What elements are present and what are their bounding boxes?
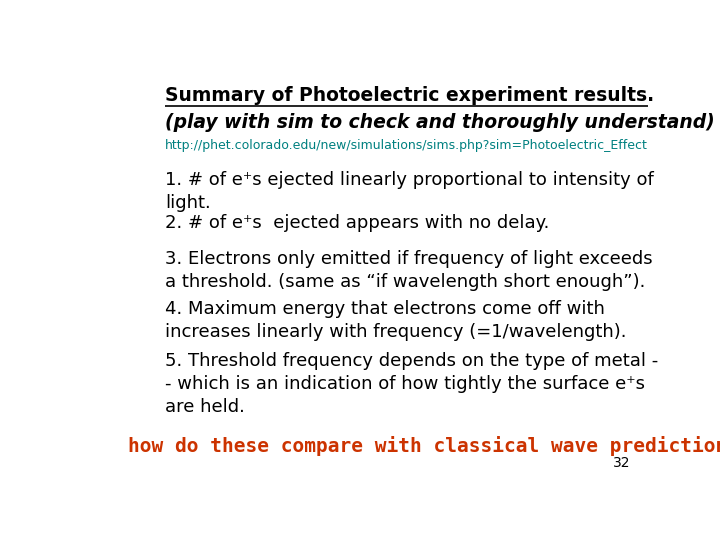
Text: 3. Electrons only emitted if frequency of light exceeds
a threshold. (same as “i: 3. Electrons only emitted if frequency o… bbox=[166, 250, 653, 291]
Text: (play with sim to check and thoroughly understand): (play with sim to check and thoroughly u… bbox=[166, 113, 715, 132]
Text: 5. Threshold frequency depends on the type of metal -
- which is an indication o: 5. Threshold frequency depends on the ty… bbox=[166, 352, 659, 415]
Text: 4. Maximum energy that electrons come off with
increases linearly with frequency: 4. Maximum energy that electrons come of… bbox=[166, 300, 627, 341]
Text: http://phet.colorado.edu/new/simulations/sims.php?sim=Photoelectric_Effect: http://phet.colorado.edu/new/simulations… bbox=[166, 139, 648, 152]
Text: 32: 32 bbox=[613, 456, 630, 470]
Text: 2. # of e⁺s  ejected appears with no delay.: 2. # of e⁺s ejected appears with no dela… bbox=[166, 214, 549, 232]
Text: Summary of Photoelectric experiment results.: Summary of Photoelectric experiment resu… bbox=[166, 85, 654, 105]
Text: 1. # of e⁺s ejected linearly proportional to intensity of
light.: 1. # of e⁺s ejected linearly proportiona… bbox=[166, 171, 654, 212]
Text: how do these compare with classical wave predictions?: how do these compare with classical wave… bbox=[128, 436, 720, 456]
